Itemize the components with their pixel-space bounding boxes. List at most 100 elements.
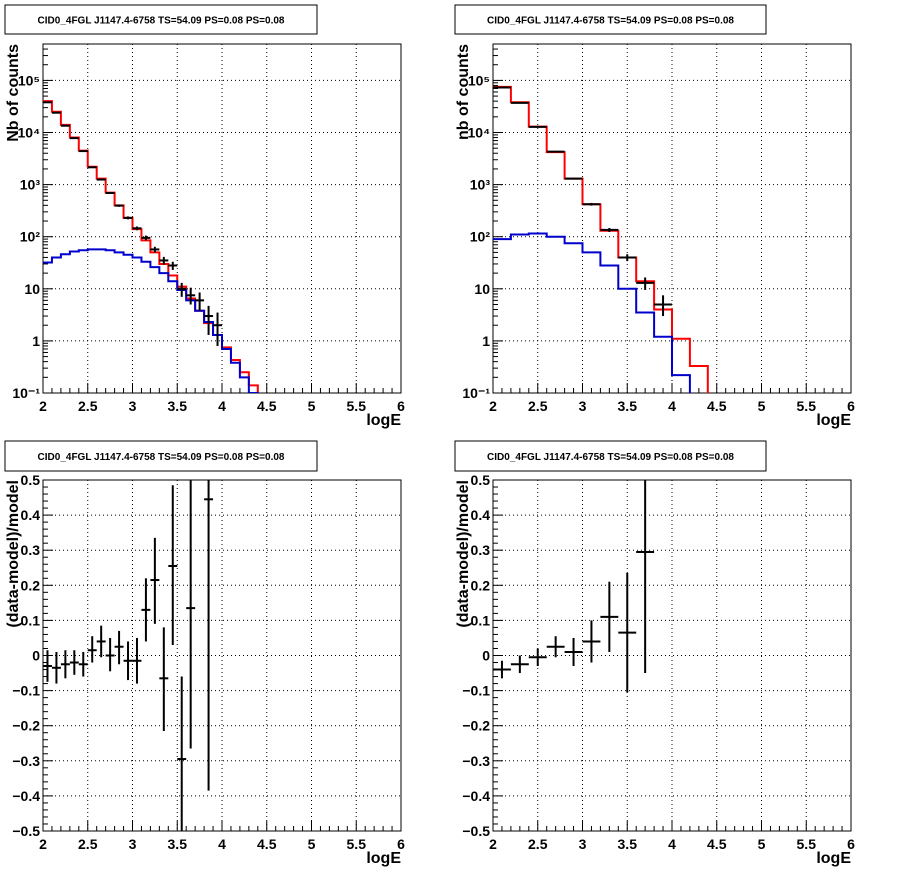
data-point: [123, 216, 133, 220]
x-tick-label: 2.5: [78, 836, 98, 852]
chart-panel-top-left: 2 2.5 3 3.5 4 4.5 5 5.5 6 10⁻¹ 1 10 10² 10³ 10⁴ 10⁵ logE…: [4, 4, 405, 429]
x-tick-label: 6: [847, 836, 855, 852]
x-tick-label: 3.5: [618, 836, 638, 852]
x-tick-label: 5.5: [797, 836, 817, 852]
data-point: [177, 282, 187, 297]
data-point: [159, 256, 169, 265]
data-point: [78, 150, 88, 153]
data-point: [564, 177, 583, 180]
x-tick-label: 6: [397, 398, 405, 414]
y-tick-label: 10⁻¹: [12, 385, 40, 401]
chart-title: CID0_4FGL J1147.4-6758 TS=54.09 PS=0.08 …: [38, 452, 285, 463]
data-point: [546, 636, 565, 658]
data-point: [123, 641, 133, 681]
y-tick-label: 0.5: [471, 472, 491, 488]
data-point: [195, 292, 205, 311]
data-point: [654, 295, 672, 317]
data-point: [582, 620, 601, 663]
y-tick-label: 1: [32, 333, 40, 349]
x-axis-ticks: [492, 821, 852, 831]
y-axis-label: (data-model)/model: [5, 480, 22, 628]
data-point: [186, 287, 196, 305]
data-point: [528, 125, 547, 128]
x-tick-label: 2.5: [78, 398, 98, 414]
panels: 2 2.5 3 3.5 4 4.5 5 5.5 610⁻¹11010²10³10⁴10⁵logE…: [4, 4, 855, 867]
x-tick-label: 6: [847, 398, 855, 414]
y-tick-label: 0.1: [471, 612, 491, 628]
y-tick-label: 0: [32, 648, 40, 664]
x-tick-label: 5.5: [347, 398, 367, 414]
x-tick-label: 3.5: [618, 398, 638, 414]
x-tick-label: 5: [308, 836, 316, 852]
y-tick-label: −0.1: [462, 683, 490, 699]
data-points: [43, 480, 214, 831]
plot-area: [493, 480, 655, 693]
data-point: [510, 655, 529, 674]
y-tick-label: −0.3: [462, 753, 490, 769]
x-tick-label: 4.5: [707, 398, 727, 414]
x-tick-label: 5.5: [797, 398, 817, 414]
y-tick-label: 10²: [470, 229, 491, 245]
chart-title: CID0_4FGL J1147.4-6758 TS=54.09 PS=0.08 …: [38, 16, 285, 27]
y-tick-label: 0.5: [21, 472, 41, 488]
x-axis-ticks: [492, 383, 852, 393]
y-tick-label: 0.4: [471, 507, 491, 523]
plot-area: [43, 480, 214, 831]
data-point: [168, 485, 178, 645]
data-point: [159, 627, 169, 731]
data-point: [150, 246, 160, 253]
x-tick-label: 3: [579, 836, 587, 852]
data-point: [600, 581, 619, 652]
x-tick-label: 4: [218, 836, 226, 852]
y-axis-label: nb of counts: [455, 44, 472, 140]
x-tick-label: 4: [218, 398, 226, 414]
x-tick-label: 2: [489, 836, 497, 852]
chart-panel-bottom-right: 2 2.5 3 3.5 4 4.5 5 5.5 6 −0.5 −0.4 −0.3 −0.2 −0.1 0 0.…: [454, 440, 855, 867]
data-point: [132, 226, 142, 231]
data-point: [204, 305, 214, 335]
y-axis-label: Nb of counts: [5, 44, 22, 142]
chart-title: CID0_4FGL J1147.4-6758 TS=54.09 PS=0.08 …: [487, 16, 734, 27]
y-tick-label: −0.2: [462, 718, 490, 734]
data-point: [186, 480, 196, 749]
y-axis-label: (data-model)/model: [455, 480, 472, 628]
data-point: [213, 312, 222, 346]
y-tick-label: −0.2: [12, 718, 40, 734]
y-tick-label: 0.3: [471, 542, 491, 558]
y-tick-label: 0.2: [471, 577, 491, 593]
y-tick-label: 0.3: [21, 542, 41, 558]
x-tick-label: 5: [758, 836, 766, 852]
y-tick-label: −0.4: [462, 788, 490, 804]
chart-title: CID0_4FGL J1147.4-6758 TS=54.09 PS=0.08 …: [487, 452, 734, 463]
y-tick-label: −0.4: [12, 788, 40, 804]
data-point: [87, 636, 97, 663]
y-tick-label: 10²: [20, 229, 41, 245]
data-point: [582, 202, 601, 206]
data-point: [564, 637, 583, 667]
data-points: [493, 480, 655, 693]
x-tick-label: 4.5: [257, 398, 277, 414]
y-tick-label: 10⁴: [468, 125, 491, 141]
data-point: [636, 277, 655, 290]
x-axis-label: logE: [366, 412, 401, 429]
x-axis-ticks: [42, 821, 402, 831]
x-axis-label: logE: [816, 412, 851, 429]
y-axis-ticks: [43, 43, 53, 394]
y-tick-label: 10: [24, 281, 40, 297]
data-point: [177, 676, 187, 831]
x-tick-label: 4.5: [257, 836, 277, 852]
data-point: [60, 124, 70, 127]
model-histogram: [43, 100, 259, 393]
x-axis-label: logE: [816, 850, 851, 867]
data-point: [51, 651, 61, 684]
data-point: [600, 227, 619, 233]
chart-panel-bottom-left: 2 2.5 3 3.5 4 4.5 5 5.5 6 −0.5 −0.4 −0.3 −0.2 −0.1 0 0.…: [4, 440, 405, 867]
source-histogram: [493, 232, 691, 393]
data-points: [493, 86, 672, 317]
y-tick-label: −0.1: [12, 683, 40, 699]
x-tick-label: 5.5: [347, 836, 367, 852]
y-tick-label: 0.2: [21, 577, 41, 593]
x-tick-label: 3: [579, 398, 587, 414]
y-tick-label: 10: [474, 281, 490, 297]
data-point: [105, 637, 115, 672]
